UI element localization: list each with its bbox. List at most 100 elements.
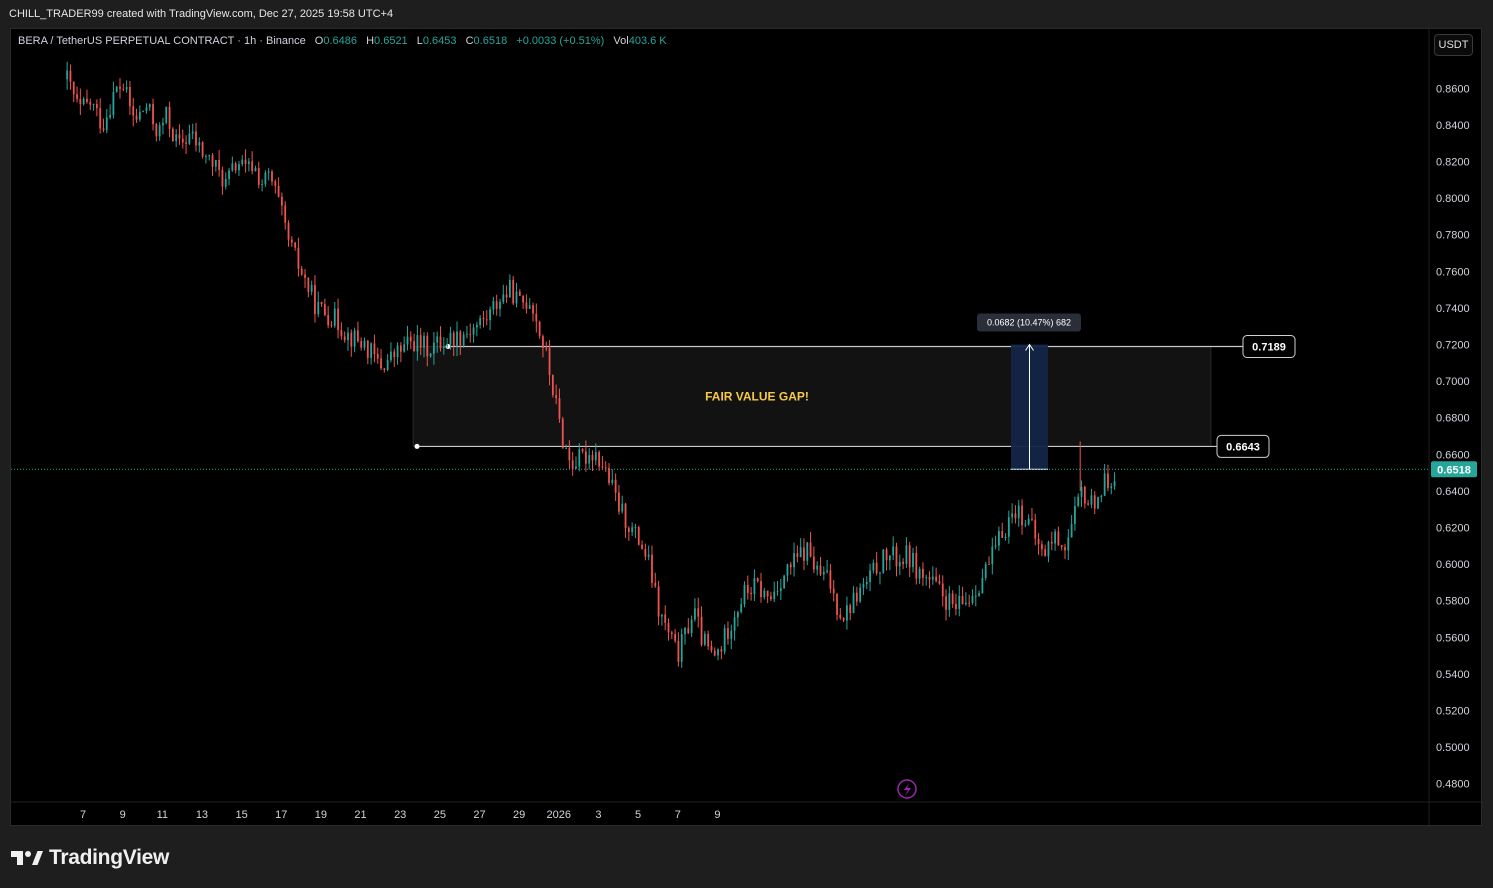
candle-body — [181, 138, 184, 143]
candle-body — [948, 593, 951, 610]
candle-body — [694, 608, 696, 620]
y-tick-label: 0.7200 — [1436, 339, 1470, 351]
candle-body — [819, 565, 822, 575]
candle-body — [736, 611, 739, 618]
candle-body — [238, 164, 240, 171]
candle-body — [984, 564, 987, 578]
candle-body — [307, 277, 310, 292]
candle-body — [337, 308, 339, 331]
tradingview-logo[interactable]: TradingView — [11, 846, 169, 870]
candle-body — [760, 581, 762, 598]
candle-body — [439, 336, 442, 349]
y-tick-label: 0.7600 — [1436, 266, 1470, 278]
candle-body — [763, 590, 766, 598]
candle-body — [79, 98, 82, 105]
candle-body — [862, 584, 865, 588]
candle-body — [773, 591, 776, 600]
candle-body — [1103, 473, 1106, 496]
y-tick-label: 0.8600 — [1436, 83, 1470, 95]
high-value: 0.6521 — [374, 35, 408, 47]
candle-body — [1050, 541, 1053, 544]
attribution-text: CHILL_TRADER99 created with TradingView.… — [9, 8, 394, 20]
x-tick-label: 13 — [196, 809, 208, 821]
candle-body — [482, 317, 485, 320]
candle-body — [869, 570, 871, 583]
candle-body — [611, 479, 614, 483]
volume-value: 403.6 K — [628, 35, 667, 47]
candle-body — [1027, 518, 1030, 525]
candle-body — [320, 301, 323, 305]
candle-body — [264, 172, 267, 185]
candle-body — [1090, 495, 1093, 505]
currency-button[interactable]: USDT — [1434, 34, 1473, 56]
candle-body — [941, 583, 944, 597]
candle-body — [89, 101, 92, 105]
candle-body — [988, 564, 990, 565]
candle-body — [892, 546, 895, 556]
candle-body — [618, 492, 620, 512]
candle-body — [442, 346, 445, 349]
candle-body — [343, 336, 346, 341]
candle-body — [469, 333, 472, 335]
candle-body — [657, 586, 660, 617]
fvg-zone-label: FAIR VALUE GAP! — [705, 389, 809, 403]
y-tick-label: 0.6600 — [1436, 449, 1470, 461]
candle-body — [221, 169, 224, 187]
lightning-icon[interactable] — [897, 779, 917, 799]
chart-pane[interactable]: 0.8600 0.8400 0.8200 0.8000 0.7800 0.7600 0.74… — [10, 28, 1482, 826]
candle-body — [677, 640, 680, 662]
candle-body — [974, 595, 977, 597]
candle-body — [898, 561, 901, 567]
candle-body — [330, 325, 333, 327]
candle-body — [218, 160, 221, 170]
candle-body — [918, 568, 921, 579]
line-handle[interactable] — [414, 443, 420, 449]
candle-body — [1037, 538, 1040, 545]
candle-body — [836, 593, 838, 615]
x-tick-label: 19 — [315, 809, 327, 821]
candle-body — [522, 295, 525, 303]
candle-body — [1001, 531, 1004, 538]
logo-text: TradingView — [49, 846, 170, 869]
candle-body — [925, 577, 928, 578]
candle-body — [287, 222, 290, 240]
candle-body — [171, 128, 174, 142]
candle-body — [466, 333, 468, 335]
candle-body — [548, 348, 551, 376]
candle-body — [687, 627, 690, 634]
y-tick-label: 0.5800 — [1436, 596, 1470, 608]
candle-body — [908, 545, 911, 568]
price-chart[interactable]: 0.8600 0.8400 0.8200 0.8000 0.7800 0.7600 0.74… — [11, 29, 1481, 825]
fvg-zone-rect[interactable] — [412, 346, 1212, 447]
y-tick-label: 0.6000 — [1436, 559, 1470, 571]
candle-body — [508, 279, 511, 298]
candle-body — [413, 341, 415, 352]
candle-body — [162, 122, 164, 126]
candle-body — [852, 592, 855, 613]
candle-body — [399, 345, 402, 352]
candle-body — [1031, 518, 1033, 520]
candle-body — [380, 358, 382, 369]
candle-body — [528, 305, 531, 309]
candle-body — [968, 602, 971, 604]
last-price-label: 0.6518 — [1437, 464, 1471, 476]
top-bar: CHILL_TRADER99 created with TradingView.… — [0, 0, 1493, 28]
candle-body — [129, 87, 131, 107]
candle-body — [961, 595, 964, 605]
candle-body — [505, 294, 508, 298]
candle-body — [1047, 541, 1050, 557]
last-price-badge — [1431, 461, 1477, 478]
candle-body — [1060, 545, 1063, 548]
candle-body — [208, 155, 211, 157]
candle-body — [958, 595, 961, 610]
candle-body — [294, 242, 297, 248]
candle-body — [158, 125, 161, 137]
candle-body — [241, 159, 244, 165]
candle-body — [624, 503, 627, 529]
candle-body — [333, 308, 336, 326]
tradingview-logo-icon — [11, 851, 43, 865]
y-tick-label: 0.5600 — [1436, 632, 1470, 644]
candle-body — [713, 650, 716, 656]
measure-label: 0.0682 (10.47%) 682 — [987, 317, 1071, 327]
candle-body — [832, 588, 835, 594]
